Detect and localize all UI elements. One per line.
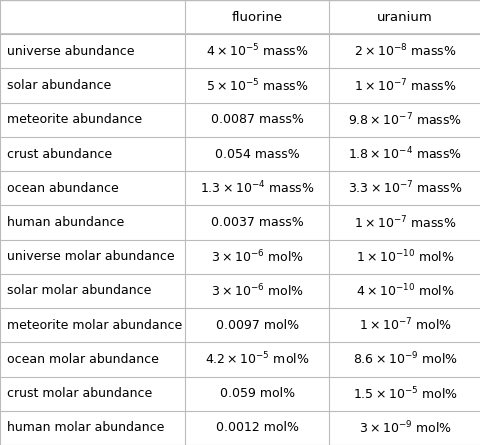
Text: $3\times10^{-6}$ mol%: $3\times10^{-6}$ mol% <box>210 248 303 265</box>
Text: crust molar abundance: crust molar abundance <box>7 387 152 400</box>
Text: human abundance: human abundance <box>7 216 124 229</box>
Text: meteorite molar abundance: meteorite molar abundance <box>7 319 182 332</box>
Text: $3\times10^{-9}$ mol%: $3\times10^{-9}$ mol% <box>358 420 451 436</box>
Text: $3\times10^{-6}$ mol%: $3\times10^{-6}$ mol% <box>210 283 303 299</box>
Text: 0.0012 mol%: 0.0012 mol% <box>216 421 298 434</box>
Text: 0.054 mass%: 0.054 mass% <box>215 148 299 161</box>
Text: solar molar abundance: solar molar abundance <box>7 284 151 297</box>
Text: $1\times10^{-7}$ mass%: $1\times10^{-7}$ mass% <box>353 214 456 231</box>
Text: crust abundance: crust abundance <box>7 148 112 161</box>
Text: 0.059 mol%: 0.059 mol% <box>219 387 294 400</box>
Text: $1.8\times10^{-4}$ mass%: $1.8\times10^{-4}$ mass% <box>348 146 461 162</box>
Text: $1.5\times10^{-5}$ mol%: $1.5\times10^{-5}$ mol% <box>352 385 457 402</box>
Text: meteorite abundance: meteorite abundance <box>7 113 142 126</box>
Text: $5\times10^{-5}$ mass%: $5\times10^{-5}$ mass% <box>205 77 308 94</box>
Text: ocean molar abundance: ocean molar abundance <box>7 353 159 366</box>
Text: $2\times10^{-8}$ mass%: $2\times10^{-8}$ mass% <box>353 43 456 60</box>
Text: human molar abundance: human molar abundance <box>7 421 164 434</box>
Text: fluorine: fluorine <box>231 11 282 24</box>
Text: $3.3\times10^{-7}$ mass%: $3.3\times10^{-7}$ mass% <box>347 180 462 197</box>
Text: 0.0097 mol%: 0.0097 mol% <box>216 319 298 332</box>
Text: 0.0037 mass%: 0.0037 mass% <box>211 216 303 229</box>
Text: $1\times10^{-10}$ mol%: $1\times10^{-10}$ mol% <box>355 248 454 265</box>
Text: universe abundance: universe abundance <box>7 45 134 58</box>
Text: $1\times10^{-7}$ mass%: $1\times10^{-7}$ mass% <box>353 77 456 94</box>
Text: $8.6\times10^{-9}$ mol%: $8.6\times10^{-9}$ mol% <box>352 351 457 368</box>
Text: $1\times10^{-7}$ mol%: $1\times10^{-7}$ mol% <box>358 317 451 333</box>
Text: $4.2\times10^{-5}$ mol%: $4.2\times10^{-5}$ mol% <box>204 351 309 368</box>
Text: $4\times10^{-10}$ mol%: $4\times10^{-10}$ mol% <box>355 283 454 299</box>
Text: uranium: uranium <box>377 11 432 24</box>
Text: 0.0087 mass%: 0.0087 mass% <box>210 113 303 126</box>
Text: ocean abundance: ocean abundance <box>7 182 119 195</box>
Text: solar abundance: solar abundance <box>7 79 111 92</box>
Text: $4\times10^{-5}$ mass%: $4\times10^{-5}$ mass% <box>205 43 308 60</box>
Text: universe molar abundance: universe molar abundance <box>7 250 174 263</box>
Text: $9.8\times10^{-7}$ mass%: $9.8\times10^{-7}$ mass% <box>348 112 461 128</box>
Text: $1.3\times10^{-4}$ mass%: $1.3\times10^{-4}$ mass% <box>200 180 314 197</box>
